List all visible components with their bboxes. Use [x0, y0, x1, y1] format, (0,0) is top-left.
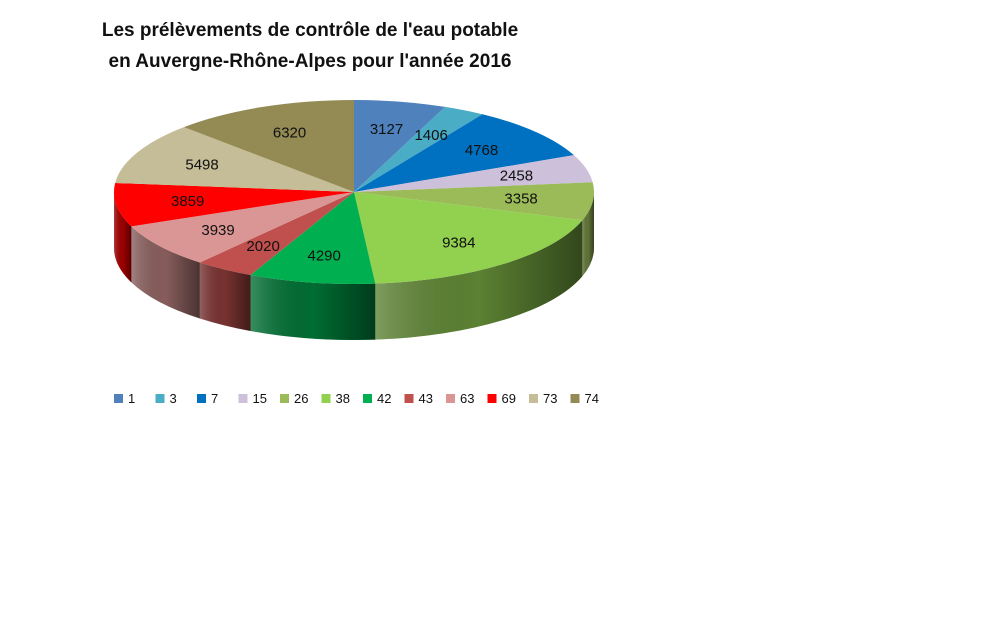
data-label-1: 3127 — [370, 121, 403, 138]
legend-label-38: 38 — [336, 391, 350, 406]
legend-swatch-3 — [155, 394, 165, 403]
pie-slice-73 — [115, 127, 354, 192]
legend-item-26: 26 — [280, 391, 308, 406]
pie-slice-63 — [131, 192, 354, 263]
legend-swatch-73 — [529, 394, 538, 403]
pie-slice-1 — [354, 100, 446, 192]
data-label-15: 2458 — [500, 168, 533, 185]
pie-slice-74 — [183, 100, 354, 192]
pie-slice-15 — [354, 155, 593, 192]
legend-swatch-63 — [446, 394, 455, 403]
legend-item-43: 43 — [404, 391, 433, 406]
pie-sides — [114, 192, 594, 340]
legend-swatch-74 — [570, 394, 580, 403]
legend-label-63: 63 — [460, 391, 474, 406]
data-label-69: 3859 — [171, 193, 204, 210]
pie-side-shade-69 — [114, 192, 132, 283]
legend-swatch-69 — [487, 394, 497, 403]
data-label-3: 1406 — [414, 127, 447, 144]
legend-item-69: 69 — [487, 391, 516, 406]
legend-item-73: 73 — [529, 391, 557, 406]
pie-slice-42 — [250, 192, 376, 284]
data-label-73: 5498 — [185, 157, 218, 174]
pie-side-shade-38 — [375, 220, 583, 340]
legend-label-43: 43 — [419, 391, 433, 406]
legend-item-63: 63 — [446, 391, 474, 406]
legend-item-38: 38 — [321, 391, 350, 406]
pie-tops — [113, 100, 595, 284]
legend-label-69: 69 — [502, 391, 516, 406]
legend-item-15: 15 — [238, 391, 267, 406]
pie-side-shade-42 — [250, 275, 376, 340]
pie-side-shade-63 — [131, 226, 200, 319]
legend-label-26: 26 — [294, 391, 308, 406]
legend-item-7: 7 — [197, 391, 218, 406]
legend-swatch-1 — [114, 394, 123, 403]
pie-slice-7 — [354, 114, 574, 192]
legend-label-74: 74 — [585, 391, 599, 406]
data-label-42: 4290 — [307, 247, 340, 264]
legend-swatch-43 — [404, 394, 414, 403]
data-label-74: 6320 — [273, 125, 306, 142]
pie-slice-38 — [354, 192, 583, 284]
chart-title: Les prélèvements de contrôle de l'eau po… — [102, 20, 518, 72]
data-label-43: 2020 — [246, 238, 279, 255]
pie-slice-3 — [354, 106, 483, 192]
legend-label-73: 73 — [543, 391, 557, 406]
data-label-63: 3939 — [201, 222, 234, 239]
pie-side-shade-26 — [582, 192, 594, 277]
legend-item-74: 74 — [570, 391, 599, 406]
legend-label-42: 42 — [377, 391, 391, 406]
data-label-7: 4768 — [465, 142, 498, 159]
legend-label-15: 15 — [253, 391, 267, 406]
legend-swatch-7 — [197, 394, 206, 403]
legend-label-7: 7 — [211, 391, 218, 406]
pie-side-shade-43 — [199, 262, 251, 332]
legend-item-42: 42 — [363, 391, 391, 406]
legend-item-3: 3 — [155, 391, 177, 406]
legend-label-1: 1 — [128, 391, 135, 406]
legend-swatch-15 — [238, 394, 248, 403]
pie-slice-69 — [113, 182, 354, 227]
legend-swatch-42 — [363, 394, 372, 403]
legend: 1 3 7 15 26 38 42 43 63 69 73 74 — [114, 391, 599, 406]
pie-slice-26 — [354, 182, 595, 221]
legend-swatch-38 — [321, 394, 331, 403]
chart-title-line-2: en Auvergne-Rhône-Alpes pour l'année 201… — [109, 51, 512, 72]
pie-slice-43 — [199, 192, 354, 276]
legend-swatch-26 — [280, 394, 289, 403]
data-label-38: 9384 — [442, 234, 475, 251]
legend-label-3: 3 — [170, 391, 177, 406]
legend-item-1: 1 — [114, 391, 135, 406]
chart-title-line-1: Les prélèvements de contrôle de l'eau po… — [102, 20, 518, 41]
data-label-26: 3358 — [504, 191, 537, 208]
